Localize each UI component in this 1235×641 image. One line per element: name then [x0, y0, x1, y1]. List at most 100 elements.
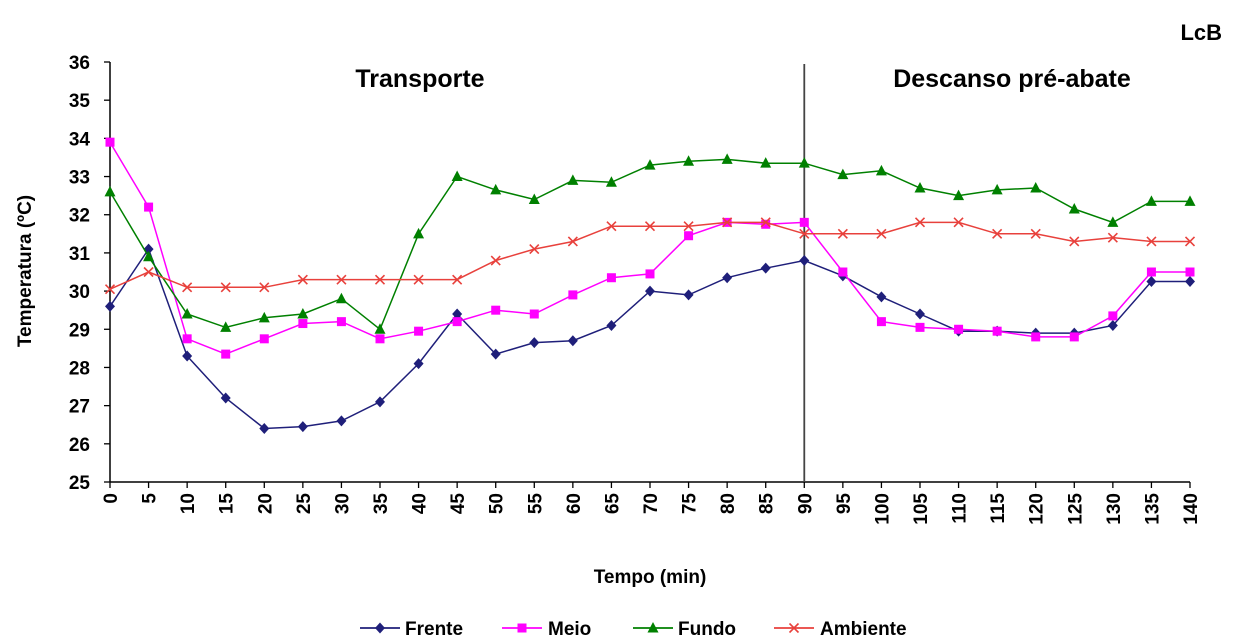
data-point-frente	[567, 335, 578, 347]
data-point-frente	[799, 255, 810, 267]
data-point-meio	[414, 326, 424, 336]
x-tick-label: 110	[950, 493, 971, 524]
plot-area	[104, 64, 1196, 482]
annotation-transporte: Transporte	[355, 65, 484, 93]
data-point-ambiente	[1107, 232, 1118, 243]
marker-stroke	[914, 217, 926, 228]
data-point-frente	[760, 262, 771, 274]
x-tick-label: 85	[757, 493, 778, 515]
legend-label-ambiente: Ambiente	[820, 619, 907, 640]
legend-item-meio: Meio	[502, 619, 591, 640]
x-tick-label: 135	[1142, 493, 1163, 525]
x-tick-label: 25	[294, 493, 315, 515]
data-point-fundo	[567, 174, 579, 185]
data-point-meio	[1069, 332, 1079, 342]
data-point-ambiente	[1146, 236, 1157, 247]
marker-stroke	[788, 622, 800, 634]
data-point-meio	[954, 324, 964, 334]
x-tick-label: 45	[448, 493, 469, 515]
data-point-ambiente	[953, 217, 964, 228]
data-point-frente	[490, 348, 501, 360]
data-point-frente	[452, 308, 463, 320]
x-tick-label: 35	[371, 493, 392, 515]
legend-marker-ambiente	[788, 622, 800, 634]
data-point-meio	[761, 219, 771, 229]
y-tick-label: 26	[69, 435, 90, 456]
data-point-fundo	[528, 193, 540, 204]
data-point-meio	[259, 334, 269, 344]
x-tick-label: 130	[1104, 493, 1125, 525]
legend-marker-fundo	[647, 622, 659, 633]
data-point-fundo	[1184, 195, 1196, 206]
y-tick-label: 33	[69, 168, 90, 189]
marker-stroke	[143, 266, 154, 278]
data-point-fundo	[1145, 195, 1157, 206]
data-point-meio	[915, 322, 925, 332]
x-axis-title: Tempo (min)	[594, 567, 707, 588]
marker-stroke	[760, 217, 771, 228]
marker-stroke	[1146, 236, 1157, 247]
legend: Frente Meio Fundo Ambiente	[360, 619, 907, 640]
x-tick-label: 20	[255, 493, 276, 514]
data-point-ambiente	[722, 217, 733, 228]
data-point-ambiente	[914, 217, 926, 228]
marker-stroke	[1107, 232, 1118, 243]
data-point-fundo	[220, 321, 232, 332]
data-point-frente	[722, 272, 733, 284]
data-point-frente	[220, 392, 231, 404]
y-tick-label: 32	[69, 206, 90, 227]
data-point-fundo	[297, 308, 309, 319]
data-point-ambiente	[1069, 236, 1080, 247]
data-point-ambiente	[1030, 228, 1041, 239]
marker-stroke	[1069, 236, 1080, 247]
data-point-fundo	[258, 311, 270, 323]
data-point-frente	[336, 415, 347, 427]
legend-marker-meio	[517, 623, 527, 633]
marker-stroke	[567, 236, 578, 247]
data-point-ambiente	[876, 228, 887, 239]
series-line-ambiente	[109, 221, 1190, 290]
data-point-ambiente	[374, 274, 386, 285]
data-point-frente	[1185, 276, 1195, 288]
x-tick-label: 100	[872, 493, 893, 525]
data-point-frente	[876, 291, 887, 303]
x-tick-label: 70	[641, 493, 662, 514]
data-point-meio	[645, 269, 655, 279]
data-point-fundo	[914, 182, 926, 193]
data-point-fundo	[798, 157, 810, 168]
data-point-ambiente	[297, 274, 308, 285]
data-point-frente	[915, 308, 925, 320]
data-point-meio	[799, 217, 809, 227]
marker-stroke	[1030, 228, 1041, 239]
data-point-meio	[568, 290, 578, 300]
data-point-frente	[259, 423, 270, 435]
x-tick-label: 140	[1181, 493, 1202, 525]
marker-stroke	[413, 274, 424, 285]
marker-stroke	[606, 221, 617, 232]
x-tick-label: 0	[101, 493, 122, 504]
axes: 25 26 27 28 29 30 31 32 33 34 35 36 0 5 10 15 20 25 30 35 40…	[69, 53, 1202, 525]
marker-stroke	[297, 274, 308, 285]
data-point-meio	[221, 349, 231, 359]
x-tick-label: 115	[988, 493, 1009, 524]
data-point-meio	[838, 267, 848, 277]
data-point-fundo	[721, 153, 733, 164]
data-point-fundo	[875, 164, 887, 176]
x-tick-label: 80	[718, 493, 739, 514]
data-point-frente	[1107, 319, 1118, 331]
data-point-fundo	[451, 170, 463, 182]
x-tick-label: 95	[834, 493, 855, 515]
data-point-fundo	[1068, 203, 1080, 214]
data-point-meio	[336, 317, 346, 327]
data-point-ambiente	[799, 228, 810, 239]
data-point-ambiente	[259, 282, 270, 293]
series-ambiente	[104, 217, 1196, 295]
data-point-fundo	[490, 183, 502, 195]
data-point-meio	[529, 309, 539, 319]
data-point-ambiente	[220, 282, 231, 293]
marker-stroke	[104, 284, 116, 295]
marker-stroke	[953, 217, 964, 228]
data-point-meio	[876, 317, 886, 327]
data-point-frente	[645, 285, 655, 297]
